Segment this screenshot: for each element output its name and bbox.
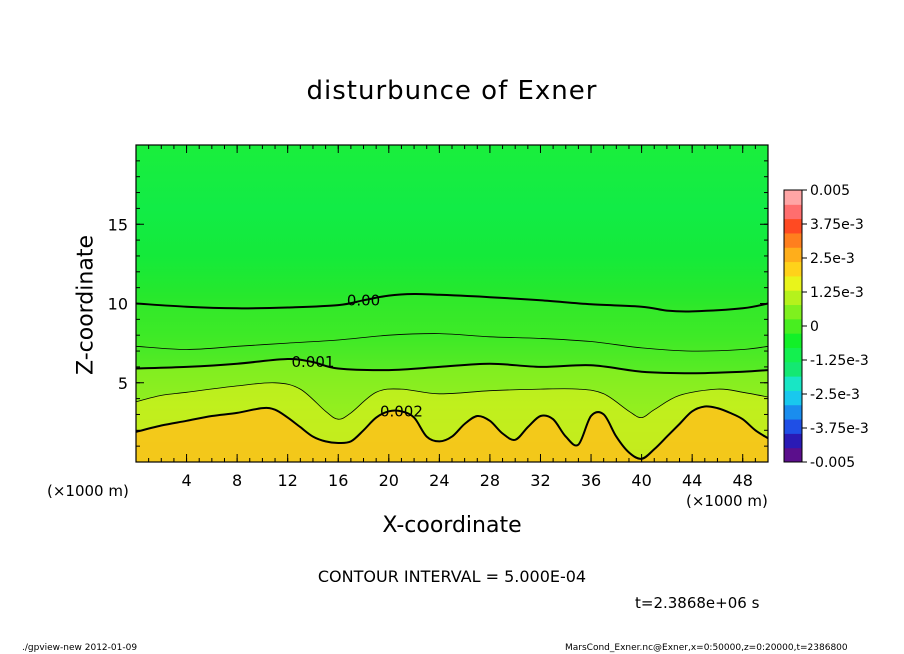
contour-line bbox=[136, 405, 768, 460]
x-tick-label: 24 bbox=[429, 471, 449, 490]
colorbar-segment bbox=[784, 347, 802, 363]
contour-line bbox=[136, 333, 768, 352]
contour-label: 0.002 bbox=[380, 402, 423, 420]
colorbar-label: -0.005 bbox=[810, 455, 855, 471]
colorbar: 0.005 3.75e-3 2.5e-3 1.25e-3 0 -1.25e-3 -2.5e-… bbox=[783, 183, 869, 471]
x-tick-label: 28 bbox=[480, 471, 500, 490]
colorbar-label: -1.25e-3 bbox=[810, 353, 869, 369]
colorbar-label: -2.5e-3 bbox=[810, 387, 860, 403]
footer-left: ./gpview-new 2012-01-09 bbox=[22, 643, 138, 653]
x-unit-label-left: (×1000 m) bbox=[47, 482, 129, 500]
x-tick-label: 16 bbox=[328, 471, 348, 490]
colorbar-segment bbox=[784, 376, 802, 391]
contour-interval-note: CONTOUR INTERVAL = 5.000E-04 bbox=[317, 567, 587, 586]
colorbar-segment bbox=[784, 419, 802, 434]
colorbar-segment bbox=[784, 247, 802, 263]
colorbar-segment bbox=[784, 275, 802, 291]
contour-line bbox=[136, 357, 768, 375]
colorbar-segment bbox=[784, 433, 802, 449]
colorbar-label: -3.75e-3 bbox=[810, 421, 869, 437]
colorbar-segment bbox=[784, 404, 802, 420]
x-tick-label: 44 bbox=[682, 471, 702, 490]
x-unit-label-right: (×1000 m) bbox=[686, 492, 768, 510]
x-tick-label: 20 bbox=[379, 471, 399, 490]
colorbar-segment bbox=[784, 390, 802, 406]
contour-label-bg bbox=[345, 291, 382, 309]
x-tick-label: 8 bbox=[232, 471, 242, 490]
colorbar-segment bbox=[784, 447, 802, 463]
x-axis-label: X-coordinate bbox=[382, 513, 522, 538]
x-tick-label: 40 bbox=[631, 471, 651, 490]
colorbar-segment bbox=[784, 318, 802, 334]
contour-line bbox=[136, 382, 768, 420]
y-tick-label: 10 bbox=[108, 295, 128, 314]
colorbar-segment bbox=[784, 361, 802, 377]
shaded-band bbox=[136, 406, 768, 462]
colorbar-label: 1.25e-3 bbox=[810, 285, 864, 301]
x-tick-label: 36 bbox=[581, 471, 601, 490]
contour-label: 0.00 bbox=[347, 291, 380, 309]
x-tick-label: 32 bbox=[530, 471, 550, 490]
chart-title: disturbunce of Exner bbox=[306, 76, 598, 106]
colorbar-segment bbox=[784, 304, 802, 320]
contour-label-bg bbox=[378, 402, 425, 420]
colorbar-label: 0.005 bbox=[810, 183, 850, 199]
colorbar-segment bbox=[784, 204, 802, 220]
contour-label-bg bbox=[289, 353, 336, 371]
y-tick-label: 15 bbox=[108, 215, 128, 234]
field-layer: 0.00 0.001 0.002 bbox=[136, 145, 768, 462]
colorbar-segment bbox=[784, 218, 802, 234]
plot-area: 0.00 0.001 0.002 bbox=[136, 145, 768, 462]
colorbar-segment bbox=[784, 190, 802, 205]
colorbar-segment bbox=[784, 261, 802, 277]
colorbar-segment bbox=[784, 232, 802, 248]
colorbar-segment bbox=[784, 333, 802, 348]
time-label: t=2.3868e+06 s bbox=[635, 594, 760, 612]
colorbar-label: 3.75e-3 bbox=[810, 217, 864, 233]
y-tick-label: 5 bbox=[118, 374, 128, 393]
footer-right: MarsCond_Exner.nc@Exner,x=0:50000,z=0:20… bbox=[565, 643, 848, 653]
x-tick-label: 12 bbox=[278, 471, 298, 490]
contour-label: 0.001 bbox=[291, 353, 334, 371]
colorbar-label: 2.5e-3 bbox=[810, 251, 855, 267]
colorbar-segment bbox=[784, 290, 802, 306]
contour-line bbox=[136, 292, 768, 313]
colorbar-label: 0 bbox=[810, 319, 819, 335]
x-tick-label: 4 bbox=[181, 471, 191, 490]
x-tick-label: 48 bbox=[733, 471, 753, 490]
